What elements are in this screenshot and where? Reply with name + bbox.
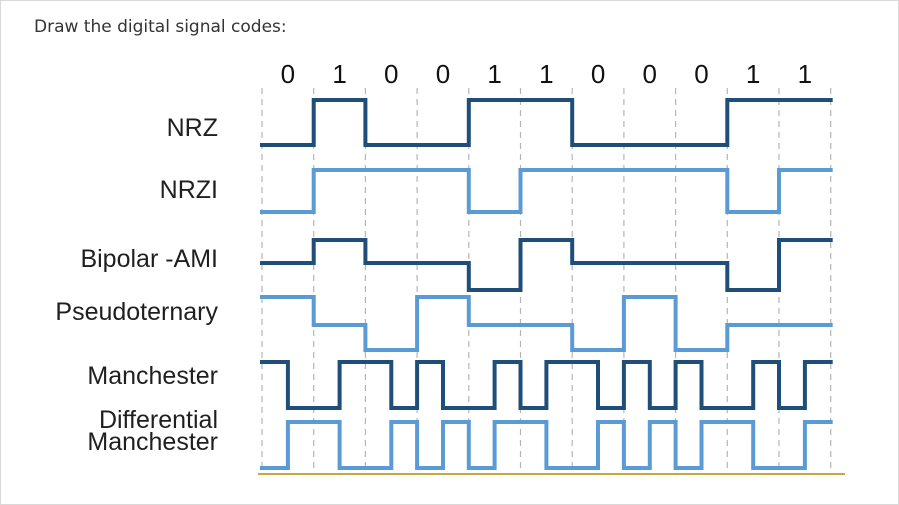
bit-label: 1 [539, 59, 553, 89]
signal-label-bipolar-ami: Bipolar -AMI [80, 245, 218, 273]
bit-labels: 0 1 0 0 1 1 0 0 0 1 1 [281, 59, 812, 89]
bit-label: 1 [332, 59, 346, 89]
waveform-nrz [260, 98, 833, 147]
bit-label: 0 [281, 59, 295, 89]
waveform-pseudoternary [260, 295, 833, 352]
signal-label-nrzi: NRZI [160, 176, 218, 204]
signal-waveforms [260, 98, 833, 470]
waveform-differential-manchester [260, 420, 833, 470]
bit-label: 1 [746, 59, 760, 89]
signal-label-differential-manchester: Differential [99, 406, 218, 434]
bit-label: 0 [643, 59, 657, 89]
bit-boundary-grid [261, 88, 832, 472]
waveform-nrzi [260, 168, 833, 214]
bit-label: 1 [487, 59, 501, 89]
signal-label-pseudoternary: Pseudoternary [55, 298, 218, 326]
bit-label: 0 [436, 59, 450, 89]
signal-label-nrz: NRZ [167, 114, 218, 142]
signal-label-manchester: Manchester [87, 362, 218, 390]
signal-labels: NRZ NRZI Bipolar -AMI Pseudoternary Manchest… [55, 114, 218, 456]
waveform-manchester [260, 360, 833, 410]
bit-label: 0 [694, 59, 708, 89]
bit-label: 0 [591, 59, 605, 89]
bit-label: 1 [798, 59, 812, 89]
signal-label-differential-manchester: Manchester [87, 428, 218, 456]
waveform-bipolar-ami [260, 238, 833, 292]
bit-label: 0 [384, 59, 398, 89]
instruction-text: Draw the digital signal codes: [34, 17, 287, 37]
